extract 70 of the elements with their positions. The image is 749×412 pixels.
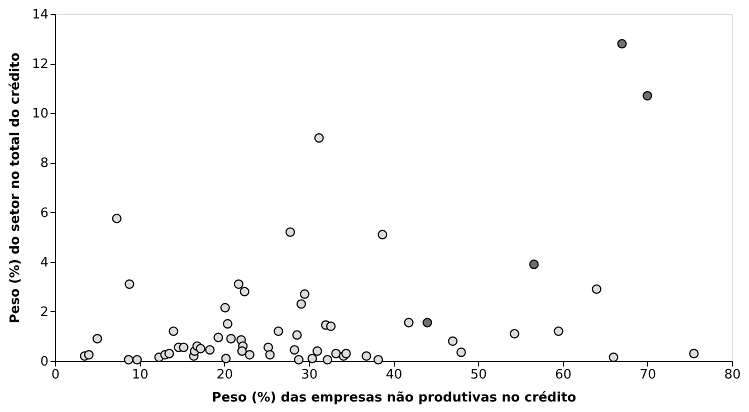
y-tick-label: 12: [32, 57, 48, 72]
point: [617, 38, 627, 49]
point: [689, 348, 699, 358]
point: [222, 319, 232, 329]
point: [164, 348, 174, 358]
point: [362, 351, 372, 361]
point: [456, 348, 466, 358]
y-tick-label: 14: [32, 8, 48, 22]
point: [294, 354, 304, 365]
point: [205, 345, 215, 355]
x-tick-label: 0: [51, 368, 60, 382]
y-tick-label: 6: [40, 206, 48, 221]
point: [132, 354, 142, 365]
x-tick-label: 50: [470, 368, 487, 382]
point: [448, 336, 458, 346]
y-tick-label: 10: [32, 106, 48, 122]
point: [322, 354, 332, 365]
x-tick-label: 60: [554, 368, 572, 382]
point: [244, 350, 254, 360]
point: [112, 214, 122, 224]
point: [263, 342, 274, 352]
point: [237, 346, 247, 356]
point: [307, 354, 318, 364]
point: [196, 344, 206, 354]
point: [226, 334, 236, 344]
point: [84, 350, 94, 360]
point: [341, 348, 351, 358]
point: [234, 279, 244, 289]
y-tick-label: 0: [40, 354, 48, 370]
point: [300, 289, 310, 299]
point: [529, 260, 539, 270]
point: [285, 227, 296, 237]
point: [642, 91, 652, 101]
y-tick-label: 2: [40, 304, 48, 320]
x-tick-label: 10: [132, 368, 148, 382]
point: [378, 230, 388, 240]
point: [124, 354, 134, 365]
point: [373, 354, 384, 365]
point: [265, 350, 275, 360]
point: [554, 326, 564, 336]
point: [290, 345, 300, 355]
point: [326, 322, 336, 332]
point: [92, 334, 102, 344]
x-axis-title: Peso (%) das empresas não produtivas no crédito: [212, 390, 576, 406]
point: [240, 286, 250, 296]
point: [274, 326, 284, 336]
point: [314, 133, 324, 143]
point: [178, 342, 188, 352]
y-tick-label: 8: [40, 156, 48, 172]
y-tick-label: 4: [40, 255, 48, 270]
x-tick-label: 80: [724, 368, 741, 382]
point: [296, 299, 306, 309]
point: [404, 318, 414, 328]
x-tick-label: 30: [301, 368, 318, 382]
x-tick-label: 40: [386, 368, 402, 382]
point: [510, 328, 520, 339]
point: [124, 279, 134, 289]
x-tick-label: 20: [216, 368, 234, 382]
point: [331, 348, 341, 358]
point: [214, 332, 224, 342]
x-tick-label: 70: [640, 368, 656, 382]
point: [220, 302, 230, 312]
point: [592, 284, 602, 294]
point: [221, 354, 231, 364]
point: [312, 346, 322, 356]
point: [168, 326, 178, 336]
point: [422, 318, 432, 328]
point: [292, 330, 302, 340]
point: [608, 352, 618, 362]
y-axis-title: Peso (%) do setor no total do crédito: [8, 52, 23, 324]
